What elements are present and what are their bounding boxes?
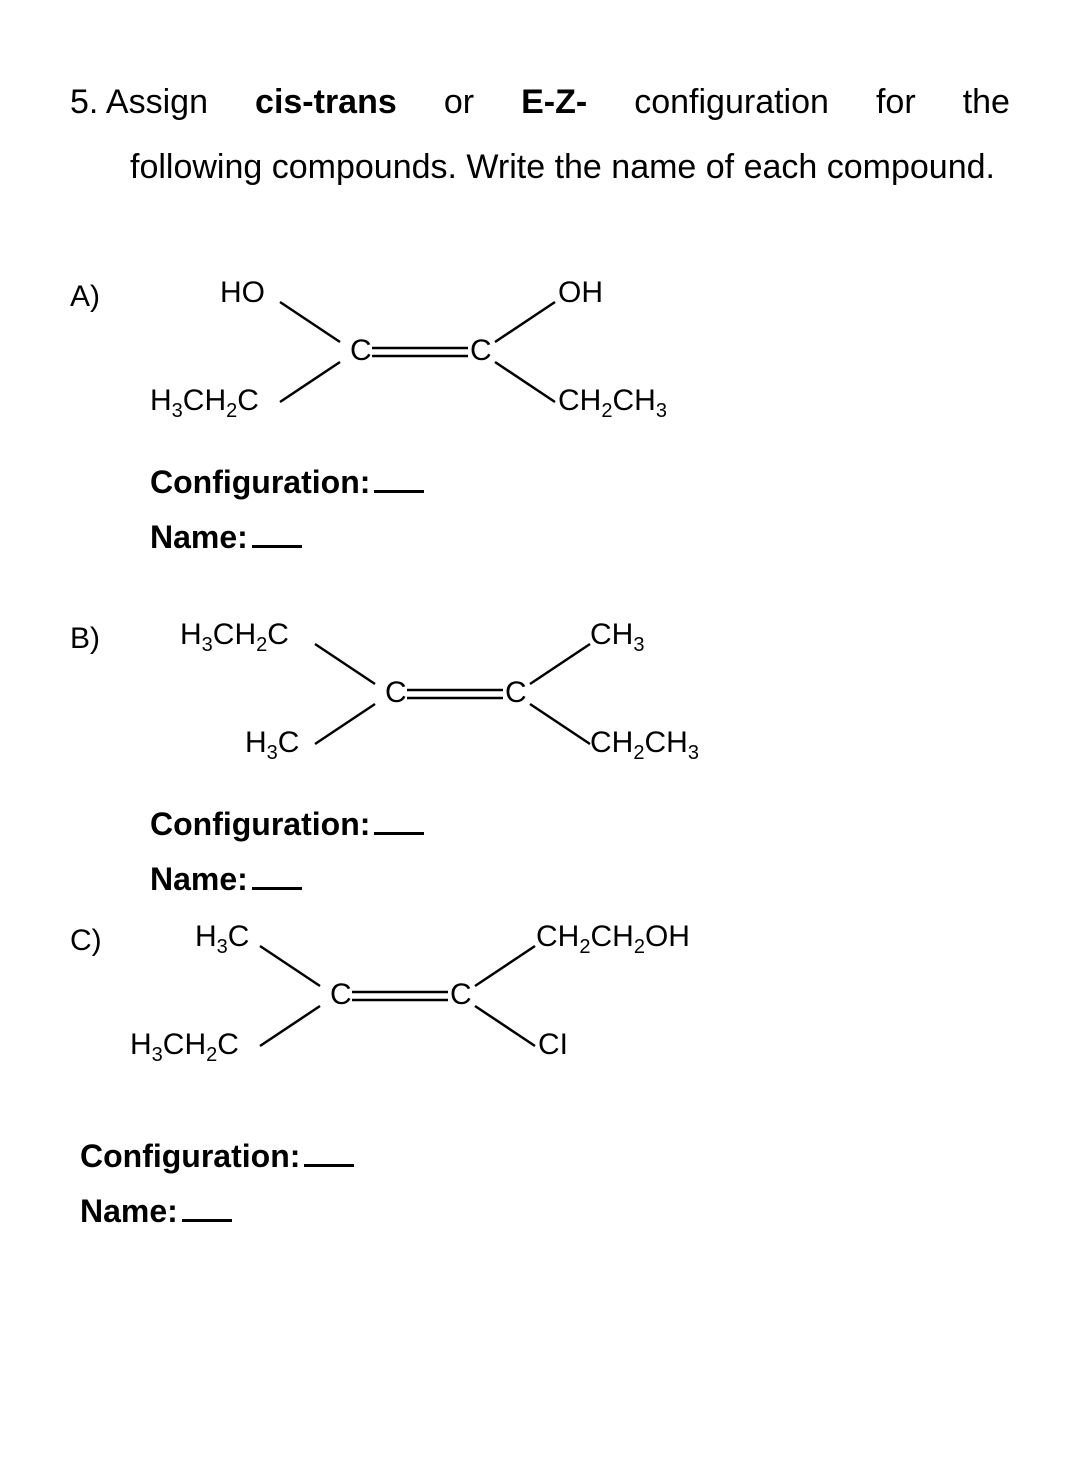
part-c: C) CCH3CH3CH2CCH2CH2OHCI Configuration: … <box>70 918 1010 1230</box>
part-c-name-label: Name: <box>80 1193 1010 1230</box>
part-b: B) CCH3CH2CH3CCH3CH2CH3 Configuration: N… <box>70 616 1010 898</box>
part-b-name-label: Name: <box>150 861 1010 898</box>
question-rest-1c: the <box>963 70 1010 135</box>
part-a-name-blank[interactable] <box>252 545 302 548</box>
part-b-name-blank[interactable] <box>252 887 302 890</box>
part-c-row: C) CCH3CH3CH2CCH2CH2OHCI <box>70 918 1010 1078</box>
part-c-configuration-label: Configuration: <box>80 1138 1010 1175</box>
name-text: Name: <box>150 519 248 555</box>
part-b-configuration-blank[interactable] <box>374 832 424 835</box>
worksheet-page: 5. Assign cis-trans or E-Z- configuratio… <box>0 0 1080 1477</box>
term-e-z: E-Z- <box>521 70 587 135</box>
configuration-text: Configuration: <box>80 1138 300 1174</box>
part-b-letter: B) <box>70 622 120 656</box>
configuration-text: Configuration: <box>150 464 370 500</box>
part-c-name-blank[interactable] <box>182 1219 232 1222</box>
part-a-letter: A) <box>70 280 120 314</box>
part-a-structure: CCHOH3CH2COHCH2CH3 <box>150 274 670 434</box>
part-a-name-label: Name: <box>150 519 1010 556</box>
question-rest-1b: for <box>876 70 916 135</box>
part-b-configuration-label: Configuration: <box>150 806 1010 843</box>
part-c-structure: CCH3CH3CH2CCH2CH2OHCI <box>150 918 750 1078</box>
part-a-row: A) CCHOH3CH2COHCH2CH3 <box>70 274 1010 434</box>
question-prompt: 5. Assign cis-trans or E-Z- configuratio… <box>70 70 1010 199</box>
part-b-row: B) CCH3CH2CH3CCH3CH2CH3 <box>70 616 1010 776</box>
term-cis-trans: cis-trans <box>255 70 397 135</box>
name-text: Name: <box>150 861 248 897</box>
connector-or: or <box>444 70 474 135</box>
configuration-text: Configuration: <box>150 806 370 842</box>
part-c-configuration-blank[interactable] <box>304 1164 354 1167</box>
question-line-2: following compounds. Write the name of e… <box>130 135 1010 200</box>
name-text: Name: <box>80 1193 178 1229</box>
question-rest-1a: configuration <box>634 70 829 135</box>
part-a-configuration-blank[interactable] <box>374 490 424 493</box>
question-number: 5. Assign <box>70 70 208 135</box>
part-c-letter: C) <box>70 924 120 958</box>
part-a: A) CCHOH3CH2COHCH2CH3 Configuration: Nam… <box>70 274 1010 556</box>
part-a-configuration-label: Configuration: <box>150 464 1010 501</box>
question-line-1: 5. Assign cis-trans or E-Z- configuratio… <box>70 70 1010 135</box>
part-b-structure: CCH3CH2CH3CCH3CH2CH3 <box>150 616 710 776</box>
